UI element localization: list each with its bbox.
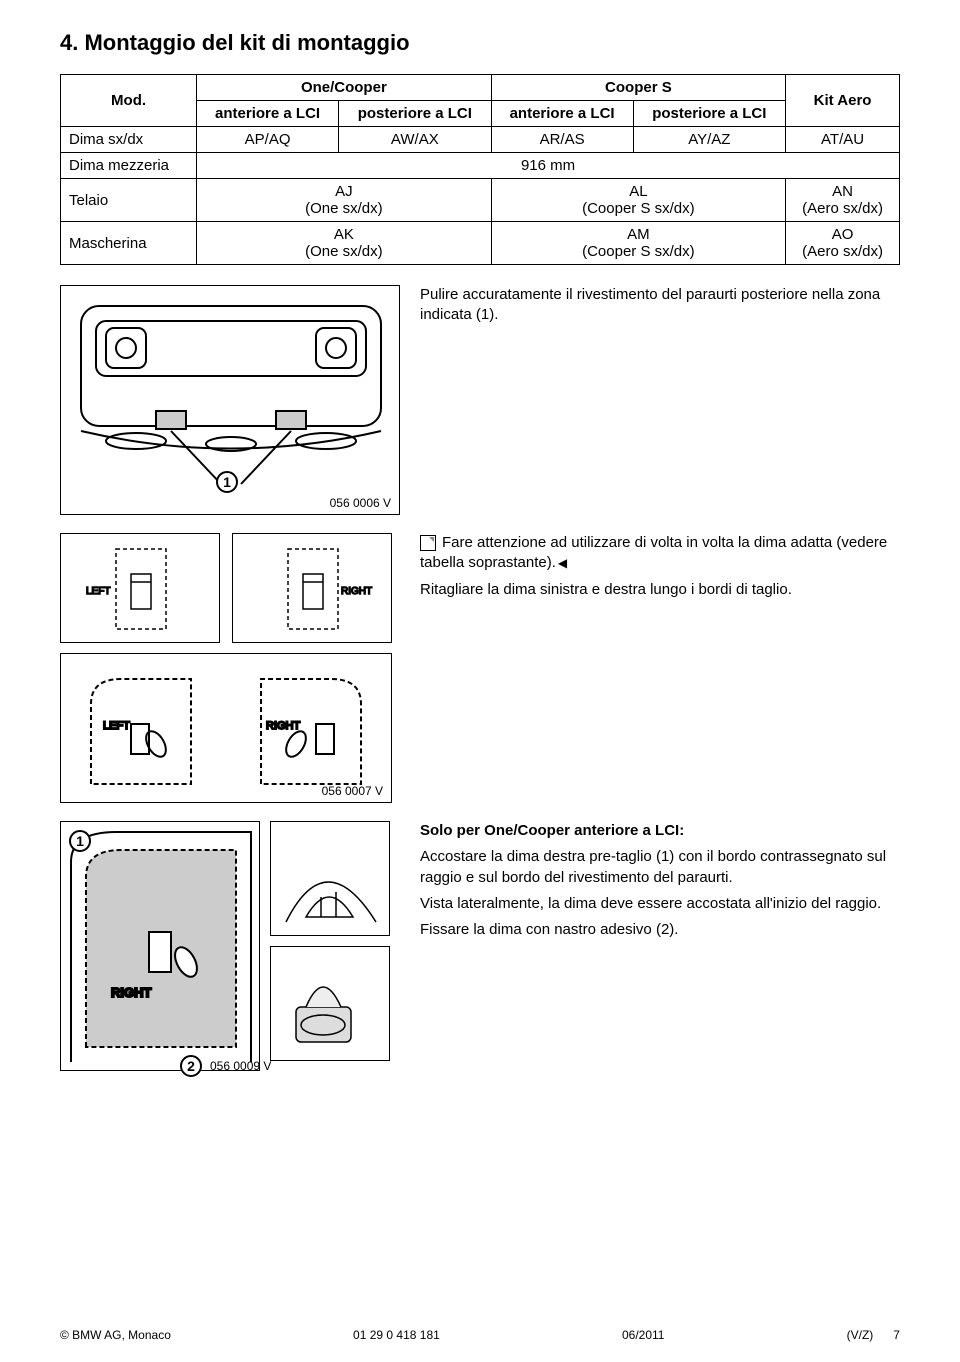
svg-text:RIGHT: RIGHT: [266, 720, 301, 732]
footer-date: 06/2011: [622, 1328, 665, 1342]
cell: AK (One sx/dx): [197, 222, 492, 265]
fig-templates: LEFT RIGHT LEFT RIGHT: [60, 533, 400, 803]
cell: AY/AZ: [633, 127, 786, 153]
row-dimasx: Dima sx/dx: [61, 127, 197, 153]
page-title: 4. Montaggio del kit di montaggio: [60, 30, 900, 56]
fig-apply-template: RIGHT 1: [60, 821, 400, 1071]
col-mod: Mod.: [61, 75, 197, 127]
cell: AP/AQ: [197, 127, 339, 153]
step2-text: Fare attenzione ad utilizzare di volta i…: [420, 533, 900, 606]
footer-docnum: 01 29 0 418 181: [353, 1328, 440, 1342]
arrow-left-icon: [556, 554, 567, 571]
step3-text: Solo per One/Cooper anteriore a LCI: Acc…: [420, 821, 900, 946]
page-footer: © BMW AG, Monaco 01 29 0 418 181 06/2011…: [60, 1328, 900, 1342]
cell: AW/AX: [339, 127, 492, 153]
spec-table: Mod. One/Cooper Cooper S Kit Aero anteri…: [60, 74, 900, 265]
sub-post: posteriore a LCI: [339, 101, 492, 127]
col-kitaero: Kit Aero: [786, 75, 900, 127]
cell: AL (Cooper S sx/dx): [491, 179, 786, 222]
svg-text:LEFT: LEFT: [86, 586, 110, 597]
fig-label: 056 0009 V: [210, 1059, 271, 1073]
footer-copyright: © BMW AG, Monaco: [60, 1328, 171, 1342]
footer-page: (V/Z) 7: [847, 1328, 900, 1342]
callout-1: 1: [69, 830, 91, 852]
cell: 916 mm: [197, 153, 900, 179]
row-telaio: Telaio: [61, 179, 197, 222]
step1: 1 056 0006 V Pulire accuratamente il riv…: [60, 285, 900, 515]
cell: AR/AS: [491, 127, 633, 153]
sub-ant: anteriore a LCI: [197, 101, 339, 127]
cell: AJ (One sx/dx): [197, 179, 492, 222]
callout-2: 2: [180, 1055, 202, 1077]
col-coopers: Cooper S: [491, 75, 786, 101]
sub-ant2: anteriore a LCI: [491, 101, 633, 127]
cell: AT/AU: [786, 127, 900, 153]
row-mascherina: Mascherina: [61, 222, 197, 265]
note-icon: [420, 535, 436, 551]
cell: AM (Cooper S sx/dx): [491, 222, 786, 265]
cell: AN (Aero sx/dx): [786, 179, 900, 222]
callout-1: 1: [216, 471, 238, 493]
fig-label: 056 0007 V: [322, 784, 383, 798]
row-mezzeria: Dima mezzeria: [61, 153, 197, 179]
col-onecooper: One/Cooper: [197, 75, 492, 101]
cell: AO (Aero sx/dx): [786, 222, 900, 265]
svg-text:RIGHT: RIGHT: [341, 586, 372, 597]
fig-car-rear: 1 056 0006 V: [60, 285, 400, 515]
step3: RIGHT 1: [60, 821, 900, 1071]
fig-label: 056 0006 V: [330, 496, 391, 510]
svg-text:RIGHT: RIGHT: [111, 985, 152, 1000]
sub-post2: posteriore a LCI: [633, 101, 786, 127]
step2: LEFT RIGHT LEFT RIGHT: [60, 533, 900, 803]
svg-text:LEFT: LEFT: [103, 720, 130, 732]
step1-text: Pulire accuratamente il rivestimento del…: [420, 285, 900, 332]
